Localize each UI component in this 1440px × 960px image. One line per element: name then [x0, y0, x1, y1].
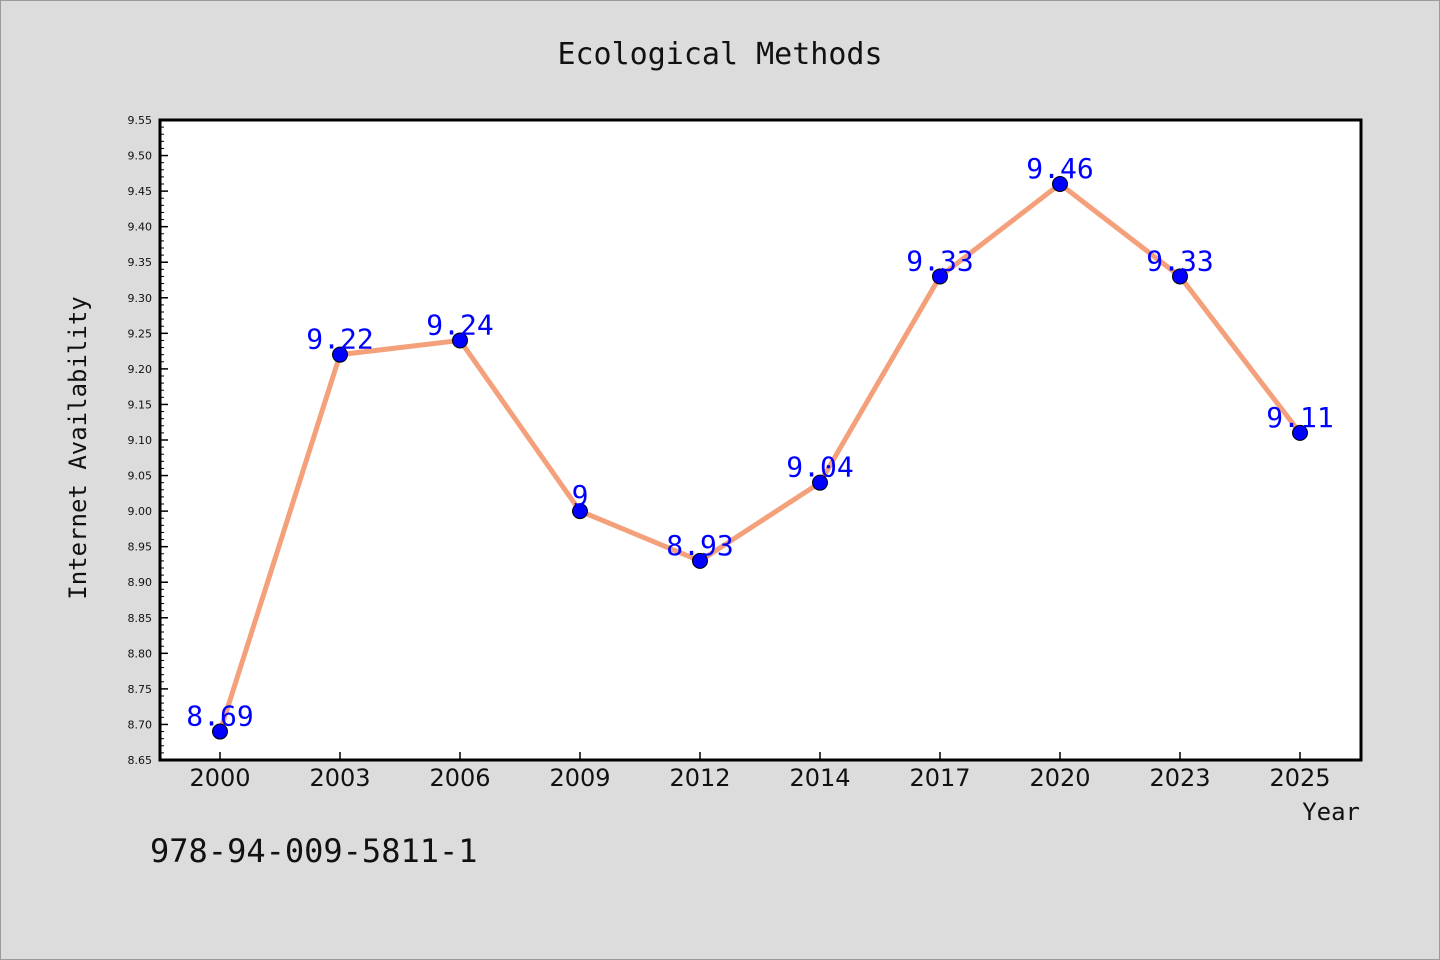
y-tick-label: 9.40	[128, 221, 153, 234]
y-tick-label: 9.10	[128, 434, 153, 447]
y-axis-label: Internet Availability	[64, 296, 92, 599]
data-label: 9.04	[786, 451, 853, 484]
marker-group	[212, 176, 1308, 740]
x-axis: 2000 2003 2006 2009 2012 2014 2017 2020 2023 2025	[189, 752, 1331, 792]
y-tick-label: 9.30	[128, 292, 153, 305]
x-tick-label: 2023	[1149, 764, 1210, 792]
x-tick-label: 2017	[909, 764, 970, 792]
x-tick-label: 2020	[1029, 764, 1090, 792]
y-tick-label: 9.15	[128, 398, 153, 411]
data-point	[1052, 176, 1068, 192]
data-label: 8.69	[186, 700, 253, 733]
y-tick-label: 8.85	[128, 612, 153, 625]
x-axis-label: Year	[1302, 798, 1360, 826]
y-tick-label: 8.70	[128, 718, 153, 731]
data-point	[1292, 424, 1308, 441]
data-point	[452, 332, 468, 349]
y-tick-label: 9.00	[128, 505, 153, 518]
chart-title: Ecological Methods	[557, 37, 882, 72]
x-tick-label: 2003	[309, 764, 370, 792]
x-tick-label: 2009	[549, 764, 610, 792]
plot-area	[158, 118, 1363, 762]
data-point	[692, 552, 708, 569]
y-tick-label: 8.75	[128, 683, 153, 696]
data-label: 9.33	[906, 244, 973, 277]
data-point	[812, 474, 828, 491]
data-label: 9	[572, 479, 589, 512]
y-tick-label: 9.20	[128, 363, 153, 376]
y-tick-label: 8.65	[128, 754, 153, 767]
data-label: 9.11	[1266, 401, 1333, 434]
x-tick-label: 2006	[429, 764, 490, 792]
x-tick-label: 2025	[1269, 764, 1330, 792]
data-point	[932, 268, 948, 285]
y-tick-label: 8.90	[128, 576, 153, 589]
data-label: 9.46	[1026, 152, 1093, 185]
data-label: 9.33	[1146, 244, 1213, 277]
series-line-group	[217, 181, 1303, 735]
y-tick-label: 9.35	[128, 256, 153, 269]
data-point	[1172, 268, 1188, 285]
data-label: 8.93	[666, 529, 733, 562]
data-point	[332, 346, 348, 363]
y-tick-label: 9.45	[128, 185, 153, 198]
y-axis: 8.65 8.70 8.75 8.80 8.85 8.90 8.95 9.00 9.05 9.10…	[128, 114, 168, 767]
y-tick-label: 8.95	[128, 541, 153, 554]
x-tick-label: 2012	[669, 764, 730, 792]
y-tick-label: 8.80	[128, 647, 153, 660]
isbn-caption: 978-94-009-5811-1	[150, 832, 478, 870]
y-tick-label: 9.50	[128, 150, 153, 163]
x-tick-label: 2000	[189, 764, 250, 792]
data-point	[212, 723, 228, 740]
y-tick-label: 9.55	[128, 114, 153, 127]
y-tick-label: 9.05	[128, 470, 153, 483]
x-tick-label: 2014	[789, 764, 850, 792]
y-tick-label: 9.25	[128, 327, 153, 340]
data-label-group: 8.69 9.22 9.24 9 8.93 9.04 9.33 9.46 9.33 9.11	[186, 152, 1333, 733]
data-point	[572, 503, 588, 520]
series-line	[217, 181, 1303, 735]
data-label: 9.24	[426, 308, 493, 341]
data-label: 9.22	[306, 323, 373, 356]
